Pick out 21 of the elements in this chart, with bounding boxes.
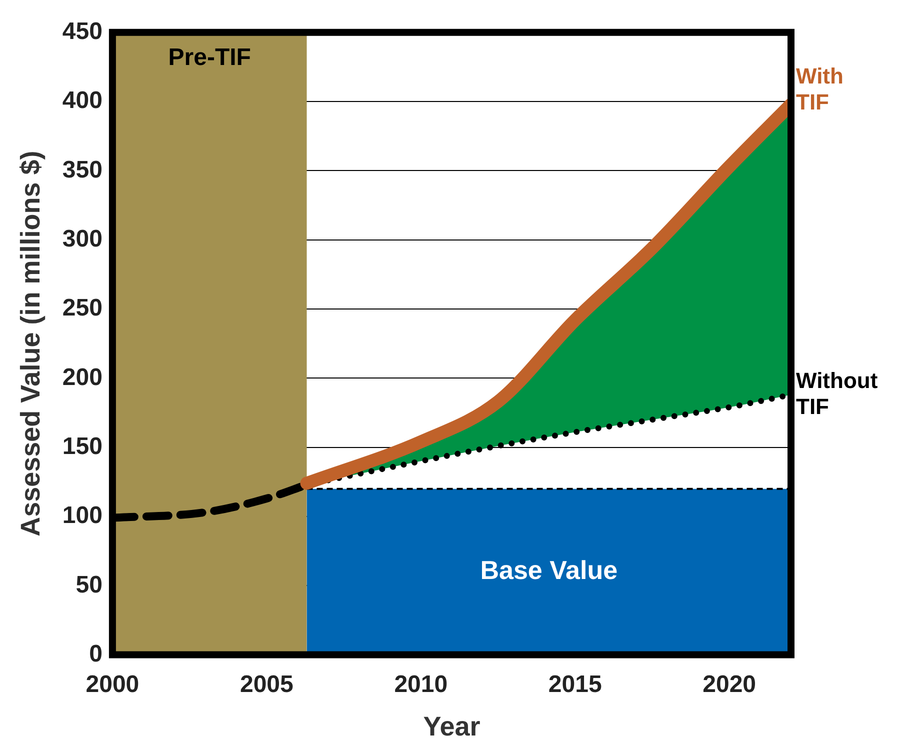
y-tick-label: 400 (62, 87, 102, 114)
y-tick-label: 150 (62, 432, 102, 460)
y-axis-title: Assessed Value (in millions $) (16, 150, 46, 536)
y-tick-label: 0 (89, 640, 102, 668)
series-label: With TIF (796, 63, 844, 114)
x-axis-title: Year (423, 711, 481, 742)
band-label: Pre-TIF (168, 44, 251, 72)
y-tick-label: 100 (62, 502, 102, 530)
y-tick-label: 200 (62, 364, 102, 391)
x-tick-label: 2005 (240, 670, 294, 698)
y-tick-label: 300 (62, 225, 102, 252)
x-tick-label: 2015 (548, 670, 602, 698)
series-label: Without TIF (796, 368, 878, 419)
y-tick-label: 450 (62, 18, 102, 46)
y-tick-label: 250 (62, 294, 102, 322)
x-tick-label: 2020 (702, 670, 756, 698)
y-tick-label: 50 (76, 571, 102, 598)
y-tick-label: 350 (62, 156, 102, 184)
x-tick-label: 2010 (394, 670, 448, 698)
series-label: Base Value (480, 554, 618, 585)
x-tick-label: 2000 (86, 670, 140, 698)
